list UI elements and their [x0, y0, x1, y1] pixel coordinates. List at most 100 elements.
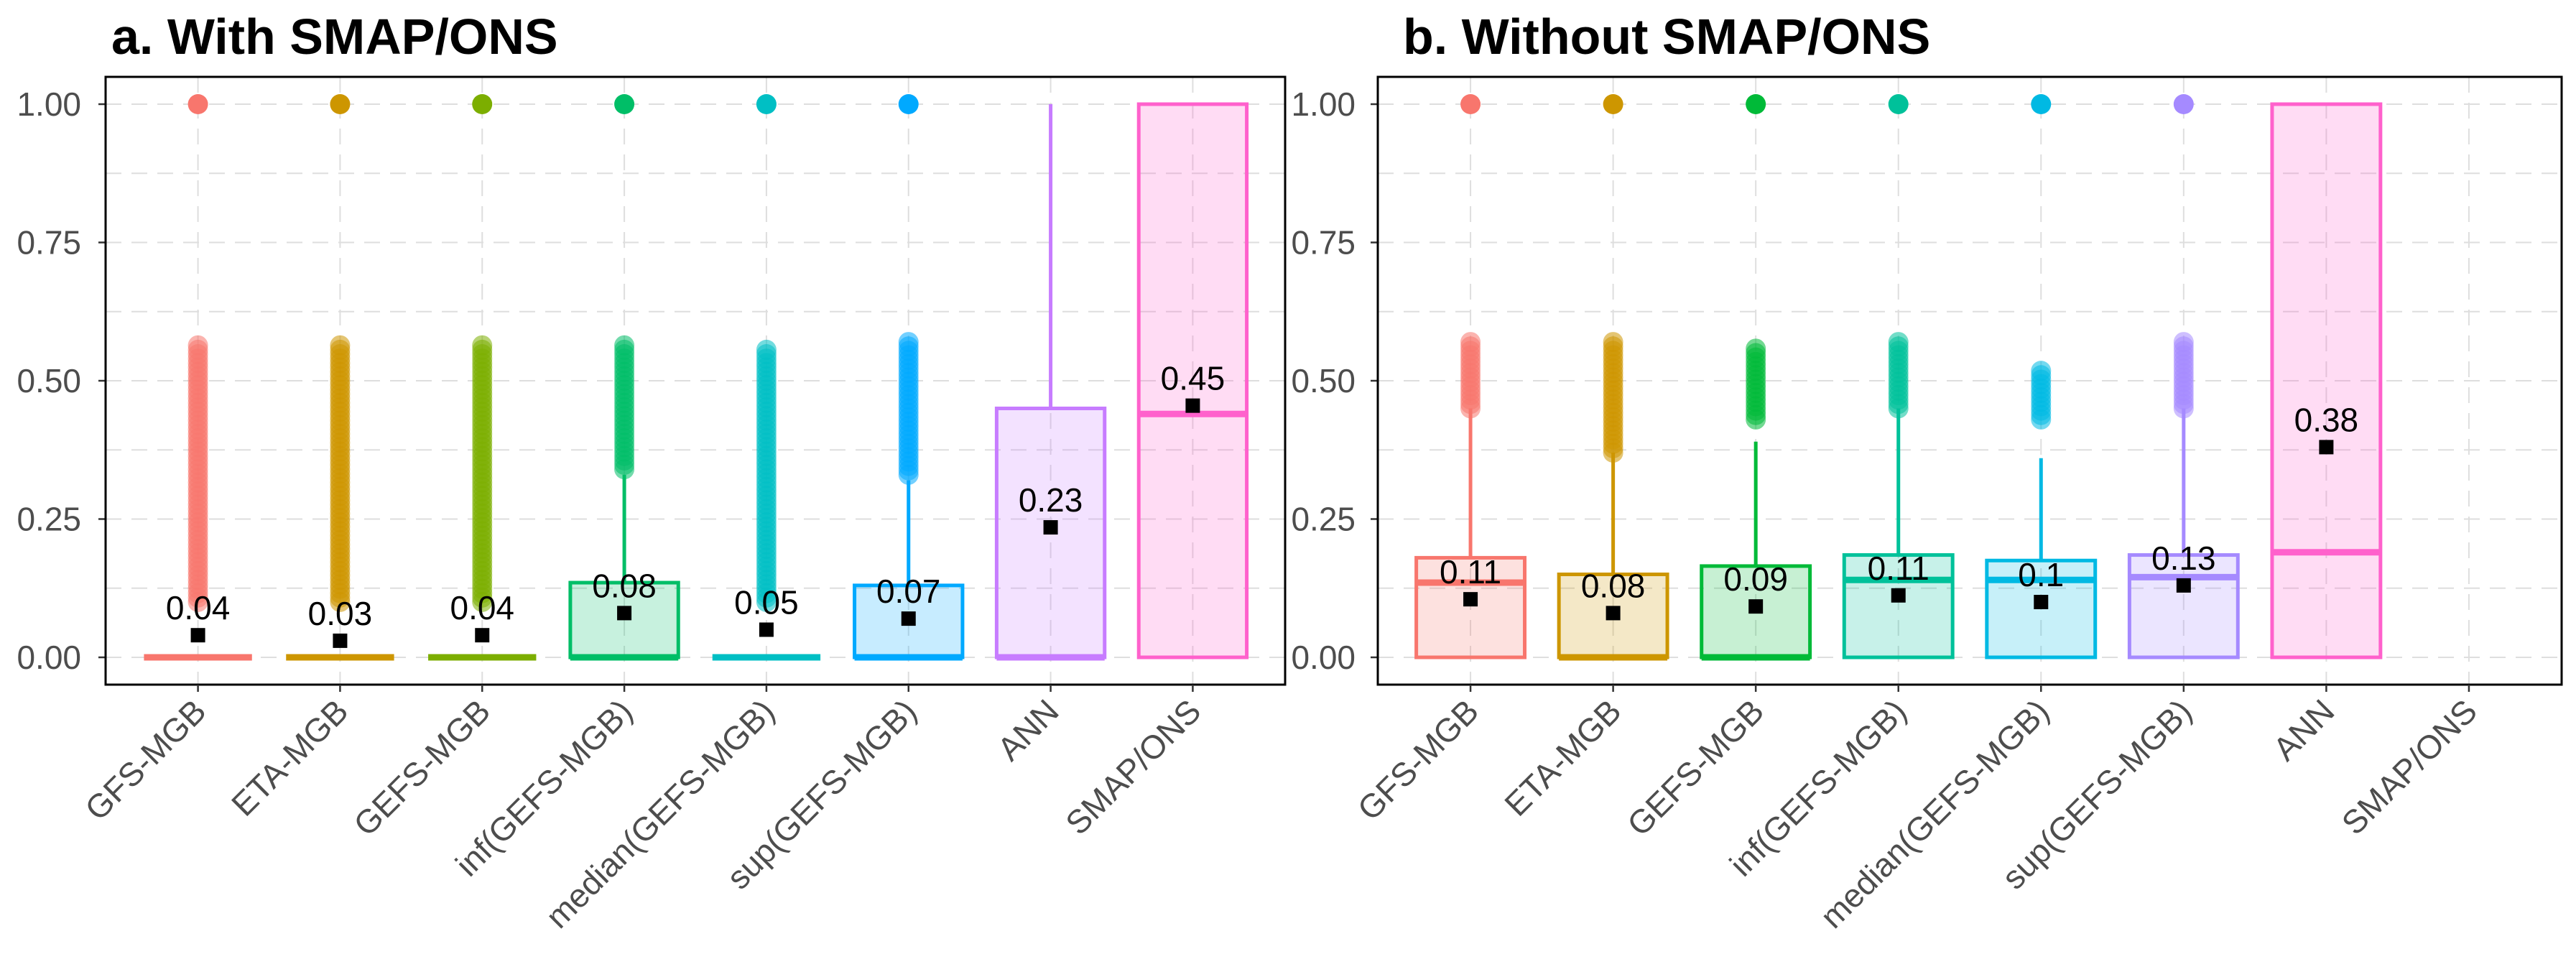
outlier-points	[1888, 94, 1909, 419]
outlier-point	[1460, 332, 1481, 353]
box-eta-mgb: 0.08	[1557, 94, 1669, 661]
mean-label: 0.1	[2018, 556, 2064, 593]
outlier-point-max	[472, 94, 493, 114]
mean-label: 0.07	[876, 573, 941, 610]
y-tick-label: 0.00	[1291, 639, 1356, 676]
box-gefs-mgb: 0.04	[428, 94, 537, 661]
outlier-point	[2031, 361, 2052, 381]
outlier-points	[756, 94, 777, 612]
outlier-points	[2031, 94, 2052, 430]
outlier-point	[1888, 332, 1909, 353]
mean-label: 0.45	[1161, 360, 1226, 397]
box-ann: 0.23	[994, 104, 1107, 661]
outlier-point	[1603, 332, 1623, 353]
box-eta-mgb: 0.03	[286, 94, 394, 661]
mean-marker	[1891, 588, 1906, 603]
chart-panel-b: b. Without SMAP/ONS 0.00 0.25 0.50 0.75 1.00 0…	[1291, 9, 2563, 935]
mean-label: 0.08	[592, 567, 657, 604]
mean-marker	[190, 628, 205, 643]
mean-marker	[2176, 578, 2191, 593]
outlier-points	[898, 94, 919, 485]
panel-title: b. Without SMAP/ONS	[1403, 9, 1930, 65]
gridlines	[106, 77, 1285, 685]
mean-marker	[1185, 398, 1200, 413]
y-tick-label: 0.75	[17, 224, 81, 261]
box-body	[2127, 553, 2240, 659]
outlier-point	[1746, 338, 1766, 359]
chart-panel-a: a. With SMAP/ONS 0.00 0.25 0.50 0.75 1.00 0.04…	[17, 9, 1287, 935]
y-tick-label: 0.25	[1291, 501, 1356, 538]
mean-label: 0.11	[1868, 550, 1929, 587]
box-inf-gefs-mgb-: 0.11	[1842, 94, 1955, 659]
mean-label: 0.11	[1440, 553, 1501, 591]
x-tick-label: GEFS-MGB	[346, 692, 497, 843]
outlier-points	[187, 94, 208, 612]
outlier-points	[614, 94, 635, 480]
outlier-point	[898, 332, 919, 353]
outlier-point	[614, 335, 635, 356]
box-sup-gefs-mgb-: 0.13	[2127, 94, 2240, 659]
box-median-gefs-mgb-: 0.1	[1985, 94, 2098, 659]
gridlines	[1378, 77, 2562, 685]
outlier-point-max	[2173, 94, 2194, 114]
outlier-point-max	[1460, 94, 1481, 114]
y-tick-label: 0.50	[17, 362, 81, 399]
box-smap-ons: 0.45	[1136, 102, 1249, 659]
outlier-point-max	[1746, 94, 1766, 114]
box-ann: 0.38	[2270, 102, 2383, 659]
mean-marker	[1463, 592, 1478, 607]
mean-label: 0.23	[1019, 481, 1083, 519]
box-gfs-mgb: 0.11	[1414, 94, 1527, 659]
outlier-point-max	[330, 94, 351, 114]
y-tick-label: 1.00	[1291, 85, 1356, 123]
y-tick-label: 0.75	[1291, 224, 1356, 261]
x-tick-label: GFS-MGB	[1350, 692, 1486, 828]
mean-label: 0.09	[1723, 560, 1788, 598]
x-tick-label: GEFS-MGB	[1620, 692, 1771, 843]
outlier-point-max	[756, 94, 777, 114]
outlier-point	[756, 339, 777, 360]
box-gefs-mgb: 0.09	[1700, 94, 1812, 661]
outlier-point-max	[187, 94, 208, 114]
outlier-point-max	[898, 94, 919, 114]
outlier-points	[2173, 94, 2194, 419]
x-tick-label: median(GEFS-MGB)	[1813, 692, 2057, 935]
x-tick-label: ANN	[990, 692, 1065, 767]
mean-label: 0.04	[450, 589, 514, 626]
outlier-points	[472, 94, 493, 612]
mean-marker	[759, 622, 774, 637]
outlier-point	[330, 335, 351, 356]
mean-marker	[1606, 606, 1621, 621]
mean-label: 0.38	[2294, 401, 2359, 438]
mean-label: 0.13	[2151, 540, 2216, 577]
panel-title: a. With SMAP/ONS	[111, 9, 558, 65]
outlier-points	[1460, 94, 1481, 419]
box-body	[1136, 102, 1249, 659]
mean-marker	[2319, 440, 2334, 455]
mean-label: 0.04	[166, 589, 231, 626]
outlier-point	[2173, 332, 2194, 353]
outlier-point	[187, 335, 208, 356]
x-tick-label: ANN	[2266, 692, 2341, 767]
mean-label: 0.05	[734, 584, 799, 621]
outlier-points	[330, 94, 351, 612]
box-gfs-mgb: 0.04	[144, 94, 252, 661]
mean-marker	[1748, 599, 1764, 614]
outlier-point	[472, 335, 493, 356]
x-tick-label: SMAP/ONS	[2335, 692, 2484, 841]
y-tick-label: 0.25	[17, 501, 81, 538]
outlier-point-max	[2031, 94, 2052, 114]
mean-label: 0.08	[1581, 567, 1646, 604]
box-body	[1842, 553, 1955, 659]
mean-marker	[901, 611, 916, 626]
plot-border	[1376, 75, 2563, 686]
box-median-gefs-mgb-: 0.05	[712, 94, 821, 661]
box-body	[2270, 102, 2383, 659]
x-tick-label: ETA-MGB	[1497, 692, 1628, 823]
mean-marker	[2034, 595, 2049, 609]
plot-border	[104, 75, 1287, 686]
box-inf-gefs-mgb-: 0.08	[568, 94, 680, 661]
mean-marker	[1043, 520, 1058, 535]
x-tick-label: SMAP/ONS	[1058, 692, 1208, 841]
